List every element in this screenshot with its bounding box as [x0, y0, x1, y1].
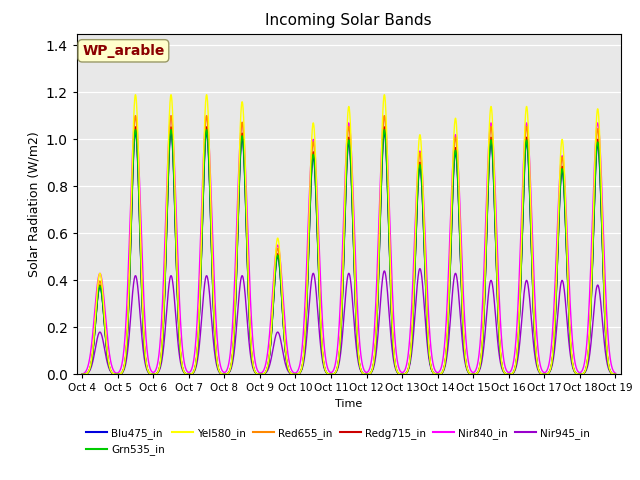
Legend: Blu475_in, Grn535_in, Yel580_in, Red655_in, Redg715_in, Nir840_in, Nir945_in: Blu475_in, Grn535_in, Yel580_in, Red655_…: [82, 424, 595, 459]
Red655_in: [140, 320, 147, 326]
Blu475_in: [602, 322, 609, 327]
Yel580_in: [544, 371, 552, 376]
Yel580_in: [602, 314, 609, 320]
Redg715_in: [78, 372, 86, 377]
Yel580_in: [171, 182, 179, 188]
Nir945_in: [171, 299, 179, 304]
Line: Blu475_in: Blu475_in: [82, 132, 616, 374]
Redg715_in: [306, 206, 314, 212]
Redg715_in: [140, 322, 147, 328]
Nir840_in: [306, 178, 314, 183]
Grn535_in: [283, 360, 291, 365]
Yel580_in: [306, 185, 314, 191]
Grn535_in: [78, 372, 86, 377]
Redg715_in: [171, 204, 179, 210]
Red655_in: [78, 372, 86, 377]
Nir840_in: [283, 342, 291, 348]
Redg715_in: [544, 371, 552, 377]
Nir840_in: [544, 366, 552, 372]
Red655_in: [283, 359, 291, 364]
Line: Grn535_in: Grn535_in: [82, 130, 616, 374]
X-axis label: Time: Time: [335, 399, 362, 409]
Blu475_in: [306, 210, 314, 216]
Blu475_in: [544, 371, 552, 377]
Nir840_in: [140, 279, 147, 285]
Red655_in: [171, 196, 179, 202]
Blu475_in: [171, 207, 179, 213]
Y-axis label: Solar Radiation (W/m2): Solar Radiation (W/m2): [28, 131, 40, 277]
Grn535_in: [544, 371, 552, 377]
Nir840_in: [171, 170, 179, 176]
Yel580_in: [132, 92, 140, 97]
Text: WP_arable: WP_arable: [82, 44, 164, 58]
Blu475_in: [132, 130, 140, 135]
Blu475_in: [612, 372, 620, 377]
Yel580_in: [78, 372, 86, 377]
Nir945_in: [602, 347, 609, 353]
Grn535_in: [306, 208, 314, 214]
Line: Redg715_in: Redg715_in: [82, 127, 616, 374]
Nir945_in: [78, 372, 86, 377]
Blu475_in: [78, 372, 86, 377]
Line: Yel580_in: Yel580_in: [82, 95, 616, 374]
Line: Nir840_in: Nir840_in: [82, 116, 616, 374]
Grn535_in: [132, 127, 140, 132]
Line: Nir945_in: Nir945_in: [82, 269, 616, 374]
Nir945_in: [416, 266, 424, 272]
Nir945_in: [139, 345, 147, 351]
Blu475_in: [283, 360, 291, 365]
Nir945_in: [306, 295, 314, 301]
Red655_in: [544, 371, 552, 377]
Red655_in: [612, 372, 620, 377]
Nir945_in: [612, 372, 620, 377]
Title: Incoming Solar Bands: Incoming Solar Bands: [266, 13, 432, 28]
Nir840_in: [132, 113, 140, 119]
Redg715_in: [612, 372, 620, 377]
Red655_in: [602, 318, 609, 324]
Line: Red655_in: Red655_in: [82, 116, 616, 374]
Red655_in: [132, 113, 140, 119]
Nir840_in: [602, 277, 609, 283]
Yel580_in: [612, 372, 620, 377]
Grn535_in: [171, 206, 179, 212]
Redg715_in: [602, 321, 609, 326]
Nir945_in: [544, 371, 552, 376]
Yel580_in: [283, 358, 291, 363]
Red655_in: [306, 199, 314, 205]
Blu475_in: [140, 324, 147, 329]
Nir945_in: [283, 365, 291, 371]
Redg715_in: [283, 360, 291, 365]
Grn535_in: [612, 372, 620, 377]
Nir840_in: [78, 371, 86, 377]
Grn535_in: [602, 321, 609, 327]
Redg715_in: [132, 124, 140, 130]
Nir840_in: [612, 371, 620, 376]
Yel580_in: [140, 316, 147, 322]
Grn535_in: [140, 323, 147, 328]
